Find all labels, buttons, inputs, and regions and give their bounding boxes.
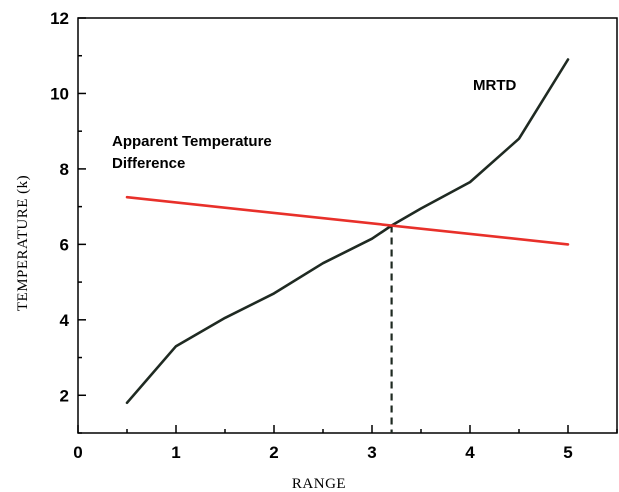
series-line-mrtd [125, 58, 570, 405]
y-tick-label: 10 [50, 84, 69, 103]
x-axis-title: RANGE [292, 476, 346, 492]
x-tick-label: 5 [563, 443, 572, 462]
plot-frame [77, 17, 618, 434]
y-tick-label: 8 [60, 160, 69, 179]
mrtd-label: MRTD [473, 77, 516, 94]
y-axis-title: TEMPERATURE (k) [15, 175, 31, 311]
x-tick-label: 3 [367, 443, 376, 462]
x-tick-label: 0 [73, 443, 82, 462]
series-line-apparent-temperature-difference [125, 195, 570, 246]
y-tick-label: 2 [60, 386, 69, 405]
y-tick-label: 6 [60, 235, 69, 254]
y-tick-label: 12 [50, 9, 69, 28]
x-tick-label: 4 [465, 443, 475, 462]
x-tick-label: 2 [269, 443, 278, 462]
x-tick-label: 1 [171, 443, 180, 462]
atd-label-line2: Difference [112, 155, 185, 172]
series-group [125, 58, 570, 433]
axes [77, 17, 618, 434]
y-tick-label: 4 [60, 311, 70, 330]
atd-label-line1: Apparent Temperature [112, 133, 272, 150]
